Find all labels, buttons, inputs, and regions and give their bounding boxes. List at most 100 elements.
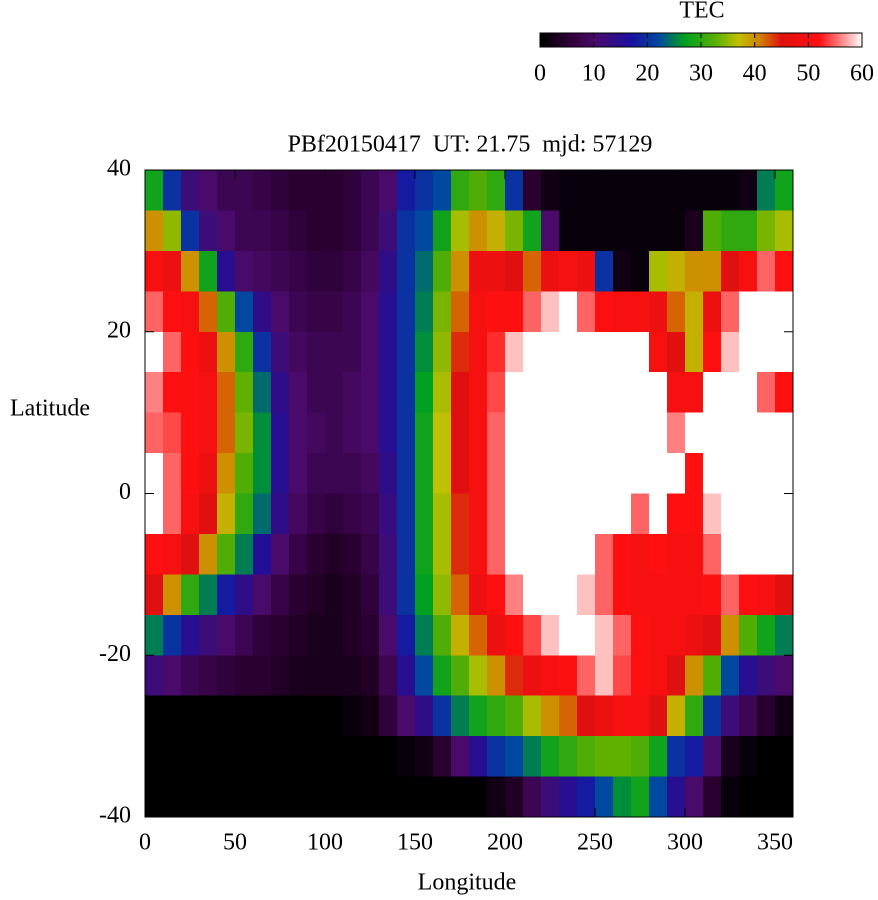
heatmap-cell	[703, 170, 722, 211]
heatmap-cell	[541, 170, 560, 211]
heatmap-cell	[145, 776, 164, 818]
heatmap-cell	[433, 372, 452, 414]
heatmap-cell	[631, 453, 650, 494]
heatmap-cell	[217, 533, 236, 575]
heatmap-cell	[379, 412, 398, 454]
heatmap-cell	[379, 170, 398, 211]
heatmap-cell	[703, 776, 722, 818]
heatmap-cell	[739, 614, 758, 656]
heatmap-cell	[343, 250, 362, 292]
heatmap-cell	[523, 372, 542, 414]
heatmap-cell	[163, 493, 182, 535]
heatmap-cell	[163, 695, 182, 737]
heatmap-cell	[667, 493, 686, 535]
heatmap-cell	[307, 331, 326, 373]
heatmap-cell	[559, 493, 578, 535]
heatmap-cell	[181, 614, 200, 656]
heatmap-cell	[487, 250, 506, 292]
heatmap-cell	[559, 412, 578, 454]
heatmap-cell	[469, 412, 488, 454]
heatmap-cell	[667, 331, 686, 373]
heatmap-cell	[631, 695, 650, 737]
heatmap-cell	[451, 736, 470, 778]
heatmap-cell	[253, 210, 272, 252]
heatmap-cell	[505, 574, 524, 616]
x-tick-label: 250	[577, 830, 613, 856]
heatmap-cell	[577, 776, 596, 818]
heatmap-cell	[631, 170, 650, 211]
heatmap-cell	[613, 493, 632, 535]
heatmap-cell	[217, 776, 236, 818]
heatmap-cell	[487, 453, 506, 494]
heatmap-cell	[325, 695, 344, 737]
heatmap-cell	[217, 614, 236, 656]
heatmap-cell	[145, 655, 164, 697]
heatmap-cell	[685, 170, 704, 211]
heatmap-cell	[577, 533, 596, 575]
heatmap-cell	[595, 210, 614, 252]
heatmap-cell	[559, 291, 578, 333]
heatmap-cell	[343, 170, 362, 211]
heatmap-cell	[523, 291, 542, 333]
heatmap-cell	[433, 453, 452, 494]
heatmap-cell	[577, 453, 596, 494]
heatmap-cell	[145, 250, 164, 292]
colorbar-tick-label: 30	[689, 61, 713, 87]
heatmap-cell	[397, 574, 416, 616]
heatmap-cell	[253, 250, 272, 292]
heatmap-cell	[181, 291, 200, 333]
heatmap-cell	[775, 331, 794, 373]
heatmap-cell	[613, 372, 632, 414]
heatmap-cell	[325, 372, 344, 414]
heatmap-cell	[631, 614, 650, 656]
heatmap-cell	[451, 574, 470, 616]
heatmap-cell	[703, 453, 722, 494]
heatmap-cell	[739, 250, 758, 292]
heatmap-cell	[649, 170, 668, 211]
heatmap-cell	[721, 533, 740, 575]
heatmap-cell	[343, 453, 362, 494]
heatmap-cell	[469, 453, 488, 494]
x-tick-label: 150	[397, 830, 433, 856]
heatmap-cell	[577, 574, 596, 616]
heatmap-cell	[703, 574, 722, 616]
heatmap-cell	[667, 614, 686, 656]
heatmap-cell	[613, 291, 632, 333]
heatmap-cell	[289, 412, 308, 454]
heatmap-cell	[775, 574, 794, 616]
heatmap-cell	[163, 331, 182, 373]
heatmap-cell	[379, 372, 398, 414]
heatmap-cell	[145, 493, 164, 535]
heatmap-cell	[181, 331, 200, 373]
heatmap-cell	[685, 655, 704, 697]
heatmap-cell	[757, 291, 776, 333]
heatmap-cell	[631, 574, 650, 616]
heatmap-cell	[307, 250, 326, 292]
heatmap-cell	[541, 776, 560, 818]
heatmap-cell	[235, 453, 254, 494]
heatmap-cell	[775, 614, 794, 656]
heatmap-cell	[397, 493, 416, 535]
heatmap-cell	[289, 250, 308, 292]
heatmap-cell	[433, 533, 452, 575]
heatmap-cell	[451, 655, 470, 697]
heatmap-cell	[163, 533, 182, 575]
heatmap-cell	[505, 493, 524, 535]
heatmap-cell	[523, 736, 542, 778]
heatmap-cell	[361, 372, 380, 414]
heatmap-cell	[199, 170, 218, 211]
heatmap-cell	[685, 695, 704, 737]
heatmap-cell	[685, 533, 704, 575]
heatmap-cell	[253, 574, 272, 616]
heatmap-cell	[469, 170, 488, 211]
heatmap-cell	[649, 210, 668, 252]
heatmap-cell	[397, 210, 416, 252]
heatmap-cell	[199, 210, 218, 252]
heatmap-cell	[757, 695, 776, 737]
heatmap-cell	[775, 493, 794, 535]
heatmap-cell	[199, 372, 218, 414]
heatmap-cell	[415, 210, 434, 252]
x-tick-label: 100	[307, 830, 343, 856]
heatmap-cell	[433, 655, 452, 697]
heatmap-cell	[739, 453, 758, 494]
